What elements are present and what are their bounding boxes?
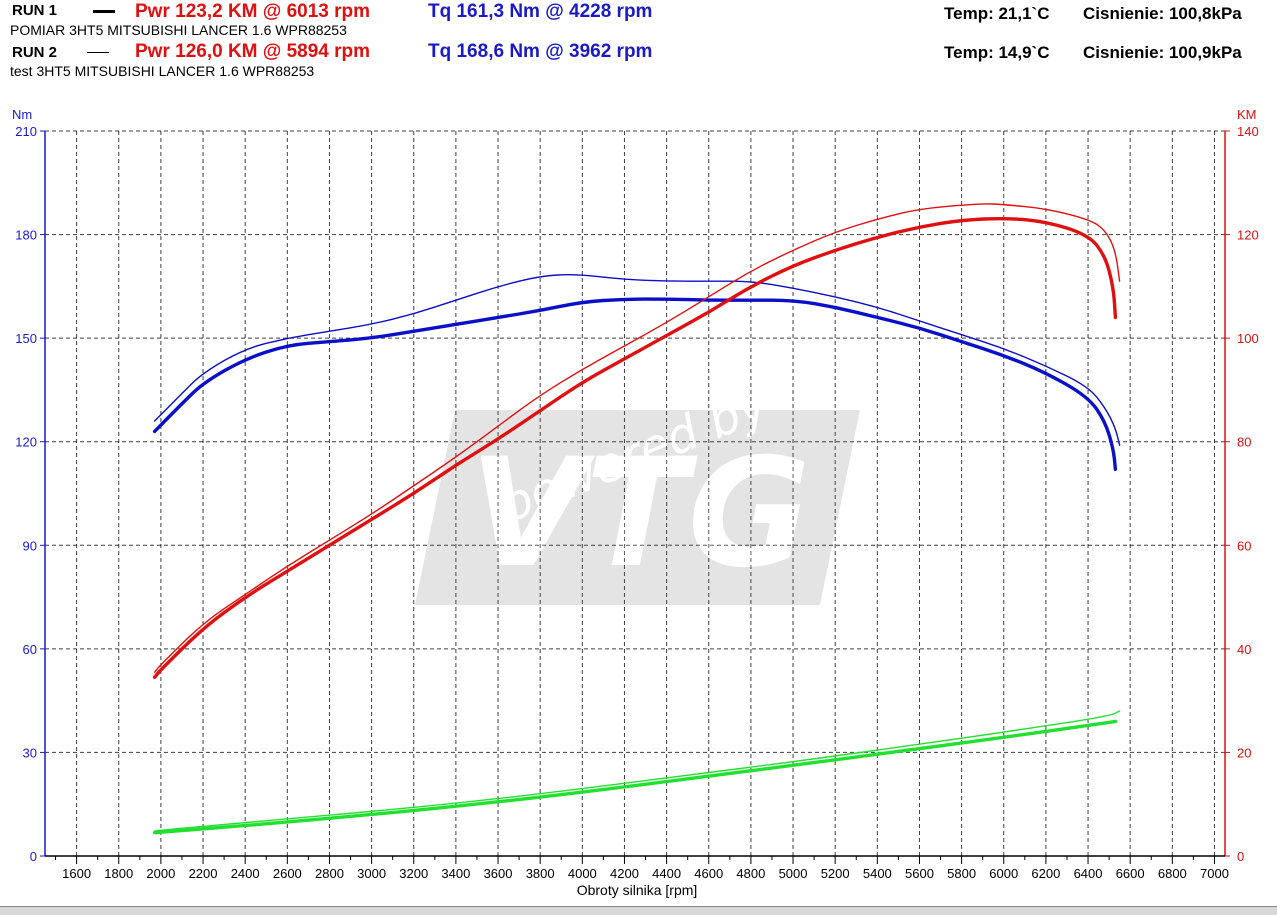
x-tick-label: 3600 [484, 866, 513, 881]
x-tick-label: 4800 [736, 866, 765, 881]
run1-legend-line [93, 10, 115, 13]
y-right-tick-label: 60 [1237, 538, 1251, 553]
x-tick-label: 2800 [315, 866, 344, 881]
x-tick-label: 5800 [947, 866, 976, 881]
y-left-tick-label: 180 [15, 228, 37, 243]
watermark: VTG powered by [415, 376, 860, 605]
x-tick-label: 2600 [273, 866, 302, 881]
run2-legend-line [87, 52, 109, 53]
x-tick-label: 6600 [1116, 866, 1145, 881]
run1-pressure: Cisnienie: 100,8kPa [1083, 4, 1242, 23]
y-right-tick-label: 0 [1237, 849, 1244, 864]
y-left-tick-label: 90 [23, 538, 37, 553]
y-left-tick-label: 60 [23, 642, 37, 657]
run2-power: Pwr 126,0 KM @ 5894 rpm [135, 41, 371, 62]
series-layer [152, 203, 1121, 835]
run1-power: Pwr 123,2 KM @ 6013 rpm [135, 1, 371, 22]
bottom-bar [0, 906, 1277, 915]
y-right-tick-label: 120 [1237, 228, 1259, 243]
run2-temperature: Temp: 14,9`C [944, 43, 1050, 62]
x-tick-label: 6800 [1158, 866, 1187, 881]
y-left-tick-label: 30 [23, 745, 37, 760]
grid [45, 130, 1225, 856]
x-tick-label: 5000 [779, 866, 808, 881]
x-tick-label: 3800 [526, 866, 555, 881]
run2-description: test 3HT5 MITSUBISHI LANCER 1.6 WPR88253 [10, 63, 315, 79]
series-power-run1 [152, 216, 1118, 679]
x-tick-label: 4600 [694, 866, 723, 881]
series-loss-run1 [152, 719, 1118, 835]
run1-torque: Tq 161,3 Nm @ 4228 rpm [428, 1, 653, 22]
x-tick-label: 3400 [441, 866, 470, 881]
run2-torque: Tq 168,6 Nm @ 3962 rpm [428, 41, 653, 62]
y-left-tick-label: 120 [15, 435, 37, 450]
y-right-tick-label: 20 [1237, 745, 1251, 760]
y-left-tick-label: 0 [30, 849, 37, 864]
x-tick-label: 5600 [905, 866, 934, 881]
y-axis-label-right: KM [1237, 107, 1257, 122]
x-tick-label: 7000 [1200, 866, 1229, 881]
x-tick-label: 6200 [1031, 866, 1060, 881]
y-right-tick-label: 80 [1237, 435, 1251, 450]
run2-label: RUN 2 [12, 44, 58, 61]
run1-temperature: Temp: 21,1`C [944, 4, 1050, 23]
x-tick-label: 3000 [357, 866, 386, 881]
y-axis-label-left: Nm [12, 107, 32, 122]
x-tick-label: 2400 [231, 866, 260, 881]
y-left-tick-label: 150 [15, 331, 37, 346]
run2-pressure: Cisnienie: 100,9kPa [1083, 43, 1242, 62]
y-right-tick-label: 100 [1237, 331, 1259, 346]
svg-text:VTG: VTG [469, 427, 811, 601]
y-left-tick-label: 210 [15, 124, 37, 139]
x-tick-label: 6400 [1074, 866, 1103, 881]
y-right-tick-label: 40 [1237, 642, 1251, 657]
series-torque-run2 [153, 273, 1121, 446]
x-tick-label: 2000 [146, 866, 175, 881]
x-tick-label: 4400 [652, 866, 681, 881]
x-tick-label: 5200 [821, 866, 850, 881]
x-tick-label: 1600 [62, 866, 91, 881]
x-tick-label: 5400 [863, 866, 892, 881]
x-tick-label: 3200 [399, 866, 428, 881]
x-tick-label: 6000 [989, 866, 1018, 881]
x-tick-label: 4000 [568, 866, 597, 881]
run1-label: RUN 1 [12, 2, 58, 19]
x-tick-label: 4200 [610, 866, 639, 881]
axes: 0 30 60 90 120 150 180 210 0 20 40 60 80 100 120 140 160… [15, 124, 1258, 881]
series-torque-run1 [152, 297, 1118, 471]
series-loss-run2 [153, 710, 1121, 832]
x-axis-label: Obroty silnika [rpm] [577, 882, 698, 898]
run1-description: POMIAR 3HT5 MITSUBISHI LANCER 1.6 WPR882… [10, 22, 347, 38]
series-power-run2 [153, 203, 1121, 673]
x-tick-label: 2200 [189, 866, 218, 881]
y-right-tick-label: 140 [1237, 124, 1259, 139]
header: RUN 1 POMIAR 3HT5 MITSUBISHI LANCER 1.6 … [0, 0, 1277, 80]
x-tick-label: 1800 [104, 866, 133, 881]
